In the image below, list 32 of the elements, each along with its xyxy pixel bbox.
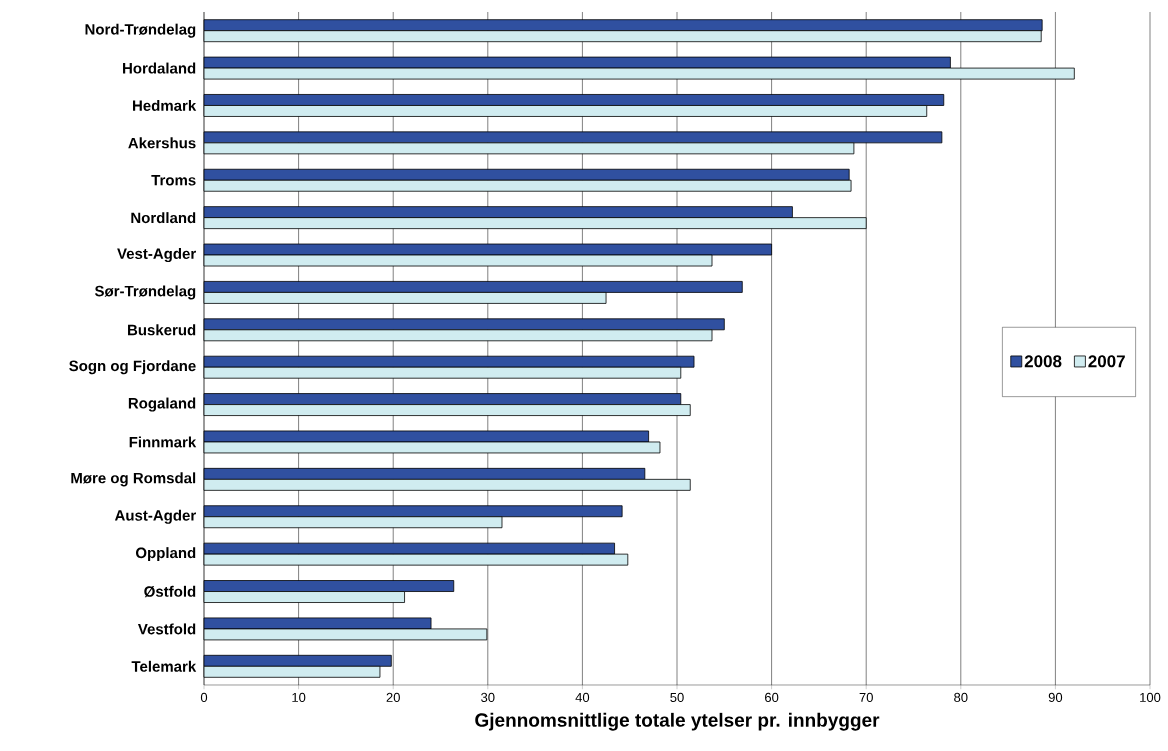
y-tick-label: Hordaland — [123, 62, 196, 74]
x-tick-label: 80 — [954, 692, 968, 702]
x-tick-label: 40 — [575, 692, 590, 702]
y-tick-label: Nord-Trøndelag — [85, 23, 196, 38]
y-tick-label: Vestfold — [137, 623, 196, 635]
x-tick-label: 60 — [765, 692, 779, 702]
x-tick-label: 100 — [1140, 692, 1161, 702]
y-tick-label: Vest-Agder — [117, 248, 196, 263]
legend-label: 2007 — [1088, 355, 1125, 368]
legend-label: 2008 — [1024, 355, 1062, 368]
y-tick-label: Sør-Trøndelag — [94, 285, 196, 300]
y-tick-label: Møre og Romsdal — [71, 472, 196, 487]
y-tick-label: Akershus — [128, 137, 196, 149]
x-tick-label: 90 — [1048, 692, 1063, 702]
y-tick-label: Oppland — [135, 547, 196, 562]
x-axis-title: Gjennomsnittlige totale ytelser pr. innbygger — [475, 712, 880, 731]
y-tick-label: Telemark — [131, 660, 197, 672]
x-tick-label: 0 — [200, 692, 208, 702]
y-tick-label: Finnmark — [129, 436, 197, 448]
y-tick-label: Hedmark — [133, 99, 197, 111]
x-tick-label: 50 — [670, 692, 684, 702]
y-tick-label: Nordland — [131, 212, 196, 224]
y-tick-label: Aust-Agder — [114, 509, 196, 524]
x-tick-label: 20 — [386, 692, 400, 702]
x-tick-label: 30 — [481, 692, 495, 702]
x-tick-label: 70 — [859, 692, 873, 702]
y-tick-label: Sogn og Fjordane — [69, 360, 196, 375]
y-tick-label: Buskerud — [128, 324, 196, 336]
x-tick-label: 10 — [292, 692, 306, 702]
y-tick-label: Rogaland — [128, 397, 196, 412]
y-tick-label: Østfold — [144, 585, 196, 598]
y-tick-label: Troms — [151, 175, 196, 186]
